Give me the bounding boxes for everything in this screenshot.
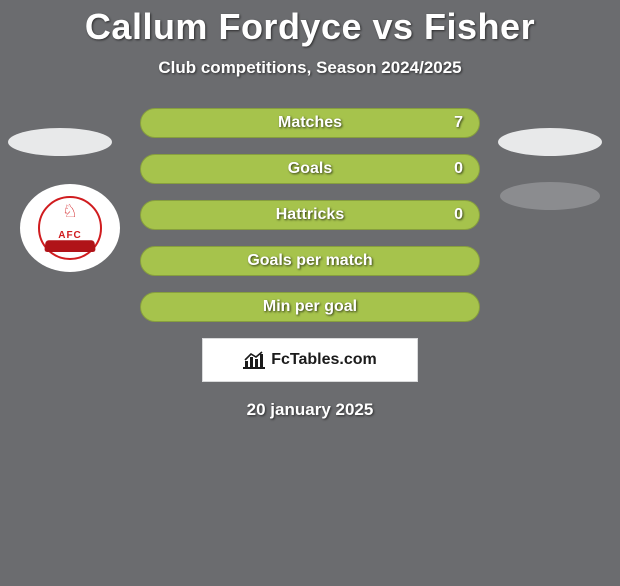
- stat-bar-goals-per-match: Goals per match: [140, 246, 480, 276]
- club-badge-text: AFC: [58, 230, 82, 241]
- stat-bar-label: Matches: [141, 114, 479, 132]
- page-title: Callum Fordyce vs Fisher: [0, 6, 620, 48]
- stat-bar-value: 0: [454, 160, 463, 178]
- placeholder-oval-right-top: [498, 128, 602, 156]
- stat-bar-label: Hattricks: [141, 206, 479, 224]
- footer-date: 20 january 2025: [0, 400, 620, 420]
- club-badge-emblem-icon: ♘: [62, 202, 78, 220]
- stat-bar-min-per-goal: Min per goal: [140, 292, 480, 322]
- stat-bar-matches: Matches 7: [140, 108, 480, 138]
- subtitle: Club competitions, Season 2024/2025: [0, 58, 620, 78]
- placeholder-oval-right-bottom: [500, 182, 600, 210]
- club-badge-inner: ♘ AFC: [38, 196, 102, 260]
- stat-bar-goals: Goals 0: [140, 154, 480, 184]
- stat-bar-label: Goals per match: [141, 252, 479, 270]
- stat-bar-value: 7: [454, 114, 463, 132]
- brand-name: FcTables.com: [271, 351, 377, 369]
- club-badge-banner: [44, 240, 96, 252]
- placeholder-oval-left: [8, 128, 112, 156]
- brand-box: FcTables.com: [202, 338, 418, 382]
- club-badge: ♘ AFC: [20, 184, 120, 272]
- brand-chart-icon: [243, 351, 265, 369]
- stat-bar-hattricks: Hattricks 0: [140, 200, 480, 230]
- stat-bar-value: 0: [454, 206, 463, 224]
- stat-bars: Matches 7 Goals 0 Hattricks 0 Goals per …: [140, 108, 480, 322]
- stat-bar-label: Goals: [141, 160, 479, 178]
- stat-bar-label: Min per goal: [141, 298, 479, 316]
